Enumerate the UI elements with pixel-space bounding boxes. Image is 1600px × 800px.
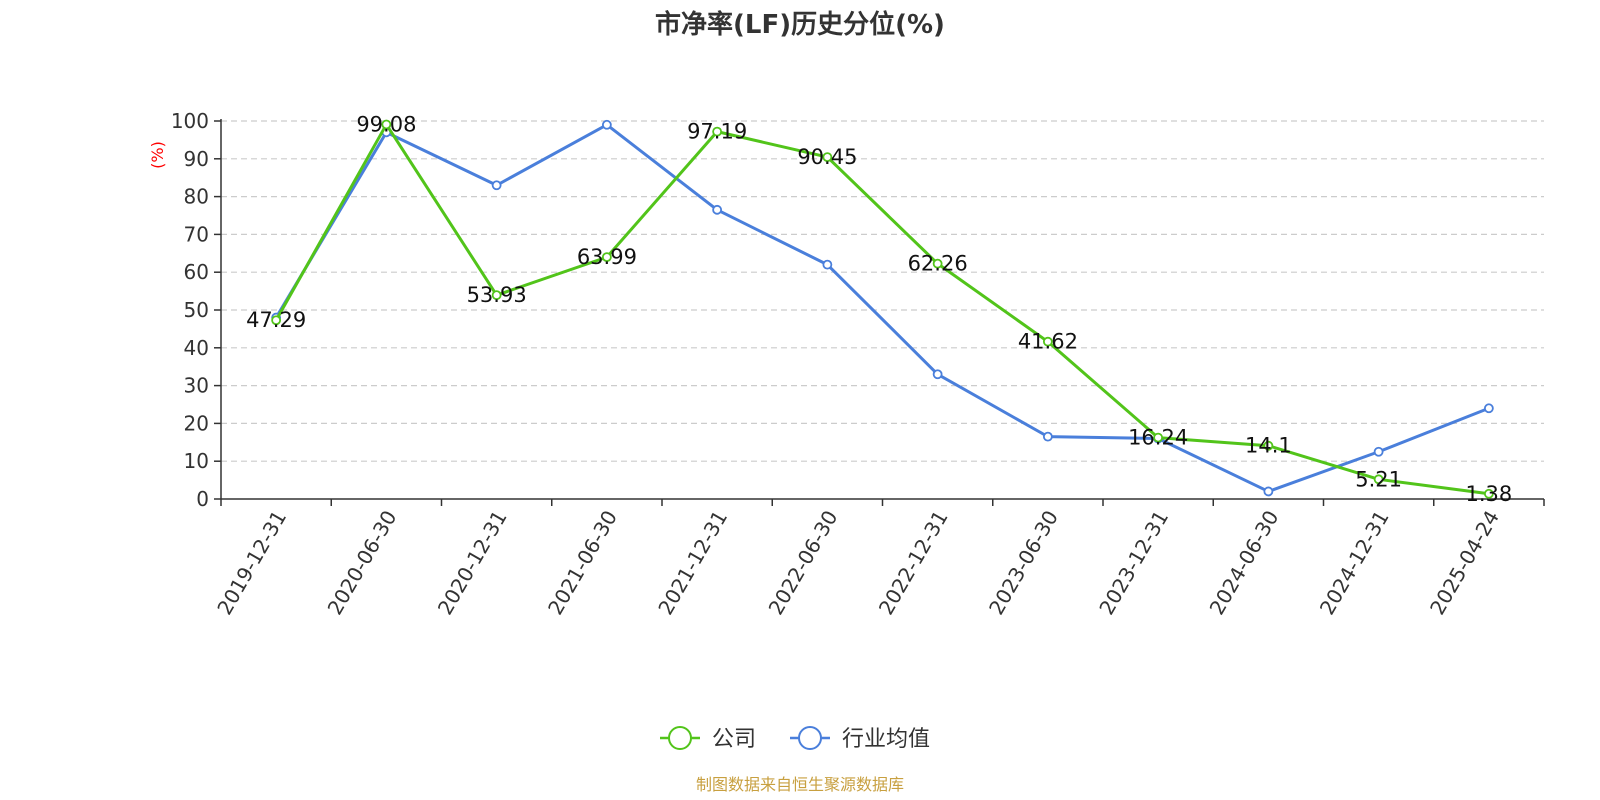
data-point[interactable] (271, 315, 282, 326)
data-point[interactable] (822, 259, 833, 270)
data-label: 97.19 (687, 120, 747, 144)
data-point[interactable] (601, 252, 612, 263)
legend-item-1[interactable]: 行业均值 (790, 726, 930, 752)
data-point[interactable] (1483, 403, 1494, 414)
data-point[interactable] (601, 119, 612, 130)
data-label: 99.08 (356, 112, 416, 136)
y-tick-label: 40 (184, 336, 209, 360)
data-point[interactable] (1373, 446, 1384, 457)
series-line-0 (274, 122, 1490, 496)
y-tick-label: 50 (184, 298, 209, 322)
y-tick-label: 100 (171, 109, 209, 133)
legend[interactable]: 公司 行业均值 (660, 726, 930, 752)
data-point[interactable] (1483, 488, 1494, 499)
legend-marker (798, 726, 822, 750)
x-tick-label: 2025-04-24 (1425, 506, 1504, 619)
data-point[interactable] (1373, 474, 1384, 485)
series-group: 47.29 99.08 53.93 63.99 97.19 90.45 62.26 41.62… (246, 112, 1512, 505)
data-point[interactable] (381, 119, 392, 130)
data-label: 63.99 (577, 245, 637, 269)
legend-label: 公司 (712, 727, 756, 752)
data-point[interactable] (491, 180, 502, 191)
x-tick-label: 2024-12-31 (1315, 506, 1394, 619)
y-tick-label: 30 (184, 374, 209, 398)
data-point[interactable] (1263, 440, 1274, 451)
data-point[interactable] (491, 290, 502, 301)
data-label: 53.93 (467, 283, 527, 307)
data-label: 41.62 (1018, 330, 1078, 354)
y-tick-label: 20 (184, 411, 209, 435)
y-tick-label: 70 (184, 222, 209, 246)
chart-title: 市净率(LF)历史分位(%) (655, 9, 945, 40)
x-tick-label: 2020-12-31 (433, 506, 512, 619)
data-label: 47.29 (246, 308, 306, 332)
y-axis-label: (%) (148, 141, 167, 169)
y-tick-label: 80 (184, 185, 209, 209)
y-tick-label: 0 (196, 487, 209, 511)
x-tick-label: 2022-06-30 (764, 506, 843, 619)
data-point[interactable] (822, 152, 833, 162)
data-point[interactable] (1042, 431, 1053, 442)
data-label: 5.21 (1355, 467, 1402, 491)
x-tick-label: 2023-12-31 (1094, 506, 1173, 619)
data-label: 14.1 (1245, 434, 1292, 458)
y-tick-label: 10 (184, 449, 209, 473)
data-point[interactable] (1153, 432, 1164, 443)
data-point[interactable] (1263, 486, 1274, 497)
x-tick-label: 2020-06-30 (323, 506, 402, 619)
data-label: 1.38 (1465, 482, 1512, 506)
data-label: 16.24 (1128, 426, 1188, 450)
data-point[interactable] (932, 258, 943, 269)
data-label: 90.45 (797, 145, 857, 169)
x-tick-label: 2023-06-30 (984, 506, 1063, 619)
y-tick-label: 60 (184, 260, 209, 284)
x-tick-label: 2022-12-31 (874, 506, 953, 619)
data-label: 62.26 (908, 252, 968, 276)
x-tick-label: 2019-12-31 (212, 506, 291, 619)
source-note: 制图数据来自恒生聚源数据库 (696, 775, 904, 794)
x-tick-label: 2024-06-30 (1205, 506, 1284, 619)
x-tick-label: 2021-06-30 (543, 506, 622, 619)
legend-item-0[interactable]: 公司 (660, 726, 756, 752)
legend-label: 行业均值 (842, 727, 930, 752)
data-point[interactable] (712, 204, 723, 215)
data-point[interactable] (1042, 336, 1053, 347)
y-tick-label: 90 (184, 147, 209, 171)
legend-marker (668, 726, 692, 750)
data-point[interactable] (712, 126, 723, 137)
series-line-1 (274, 123, 1490, 493)
x-tick-label: 2021-12-31 (653, 506, 732, 619)
grid (221, 120, 1544, 462)
data-point[interactable] (932, 369, 943, 380)
